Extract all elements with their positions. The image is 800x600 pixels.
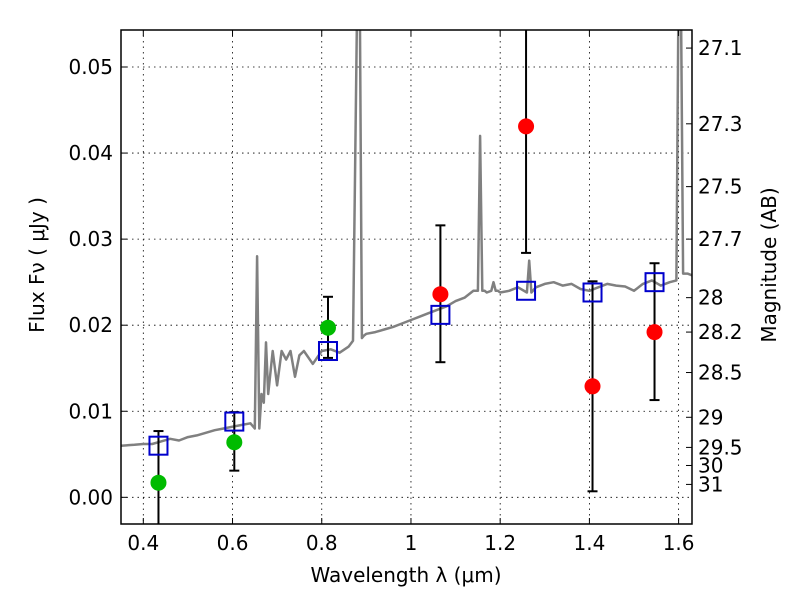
y-tick-label: 0.00 bbox=[68, 485, 113, 509]
ticks: 0.4 0.6 0.8 1 1.2 1.4 1.6 0.00 0.01 0.02 0.03 0.04 0… bbox=[68, 30, 743, 555]
y2-tick-label: 30 bbox=[698, 453, 723, 477]
photometry-point bbox=[319, 319, 336, 336]
model-square-marker bbox=[224, 411, 245, 432]
y-tick-label: 0.03 bbox=[68, 227, 113, 251]
x-tick-label: 1.2 bbox=[484, 531, 516, 555]
x-tick-label: 1.6 bbox=[663, 531, 695, 555]
x-tick-label: 0.8 bbox=[306, 531, 338, 555]
y2-axis-label: Magnitude (AB) bbox=[757, 187, 781, 342]
grid bbox=[121, 30, 692, 524]
spectrum-line-group bbox=[121, 30, 692, 447]
model-square-marker bbox=[644, 272, 665, 293]
y2-tick-label: 27.7 bbox=[698, 227, 743, 251]
x-tick-label: 0.6 bbox=[217, 531, 249, 555]
model-square-marker bbox=[430, 304, 451, 325]
y-tick-label: 0.01 bbox=[68, 399, 113, 423]
photometry-point bbox=[432, 286, 449, 303]
plot-frame bbox=[120, 29, 693, 525]
photometry-point bbox=[518, 118, 535, 135]
y-tick-label: 0.02 bbox=[68, 313, 113, 337]
error-bars bbox=[153, 30, 660, 524]
y2-tick-label: 31 bbox=[698, 472, 723, 496]
y2-tick-label: 29 bbox=[698, 405, 723, 429]
photometry-point bbox=[646, 324, 663, 341]
x-tick-label: 1.4 bbox=[573, 531, 605, 555]
y2-tick-label: 27.1 bbox=[698, 36, 743, 60]
photometry-point bbox=[226, 434, 243, 451]
y-tick-label: 0.04 bbox=[68, 141, 113, 165]
photometry-point bbox=[584, 378, 601, 395]
model-square-marker bbox=[317, 341, 338, 362]
model-square-marker bbox=[582, 282, 603, 303]
y-axis-label: Flux Fν ( μJy ) bbox=[25, 197, 49, 333]
model-square-marker bbox=[148, 435, 169, 456]
x-tick-label: 1 bbox=[405, 531, 418, 555]
y2-tick-label: 28.5 bbox=[698, 361, 743, 385]
y2-tick-label: 28.2 bbox=[698, 320, 743, 344]
markers bbox=[148, 118, 665, 491]
y2-tick-label: 29.5 bbox=[698, 435, 743, 459]
y-tick-label: 0.05 bbox=[68, 55, 113, 79]
photometry-point bbox=[150, 474, 167, 491]
y2-tick-label: 27.3 bbox=[698, 112, 743, 136]
model-square-marker bbox=[516, 280, 537, 301]
x-axis-label: Wavelength λ (μm) bbox=[310, 563, 501, 587]
y2-tick-label: 28 bbox=[698, 286, 723, 310]
spectrum-line bbox=[121, 30, 692, 447]
y2-tick-label: 27.5 bbox=[698, 175, 743, 199]
x-tick-label: 0.4 bbox=[127, 531, 159, 555]
